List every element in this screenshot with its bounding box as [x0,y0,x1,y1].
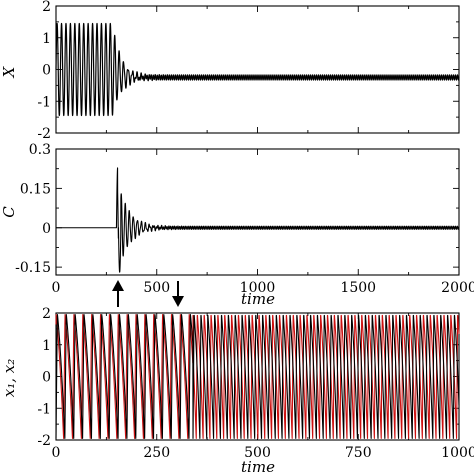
bot-y-tick-label: 2 [42,306,51,322]
top-y-tick-label: 2 [42,0,51,15]
mid-x-tick-label: 500 [143,280,170,296]
mid-series-C-line [55,167,460,273]
mid-x-tick-label: 0 [52,280,61,296]
bot-x-tick-label: 1000 [441,445,474,461]
bottom-y-axis-label: x₁, x₂ [0,359,18,397]
mid-x-tick-label: 2000 [441,280,474,296]
mid-y-tick-label: 0.15 [20,181,51,197]
bottom-x-axis-label: time [241,458,275,474]
top-y-tick-label: -2 [37,126,51,142]
arrow-down-annotation [172,281,184,307]
bot-series-x1-line [55,314,460,439]
panel-bottom-x1-x2: 0 250 500 750 1000 2 1 0 -1 -2 [37,306,474,461]
bot-x-tick-label: 500 [244,445,271,461]
top-y-tick-label: 0 [42,63,51,79]
mid-x-tick-label: 1500 [340,280,376,296]
middle-y-axis-label: C [0,206,18,218]
bot-x-tick-label: 0 [52,445,61,461]
mid-y-tick-label: -0.15 [15,260,51,276]
bot-x-tick-label: 750 [345,445,372,461]
panel-top-X: 2 1 0 -1 -2 [37,0,460,142]
bot-y-tick-label: -2 [37,433,51,449]
bot-y-tick-label: 1 [42,338,51,354]
mid-y-tick-label: 0.3 [29,142,51,158]
top-y-tick-label: -1 [37,94,51,110]
middle-x-axis-label: time [241,290,275,308]
top-y-axis-label: X [0,65,18,78]
bot-y-tick-label: -1 [37,401,51,417]
top-series-X-line [55,22,460,117]
mid-x-tick-label: 1000 [240,280,276,296]
bot-y-tick-label: 0 [42,370,51,386]
arrow-up-annotation [112,280,124,307]
mid-y-tick-label: 0 [42,221,51,237]
top-plot-frame [55,5,460,134]
top-y-tick-label: 1 [42,31,51,47]
bot-x-tick-label: 250 [143,445,170,461]
